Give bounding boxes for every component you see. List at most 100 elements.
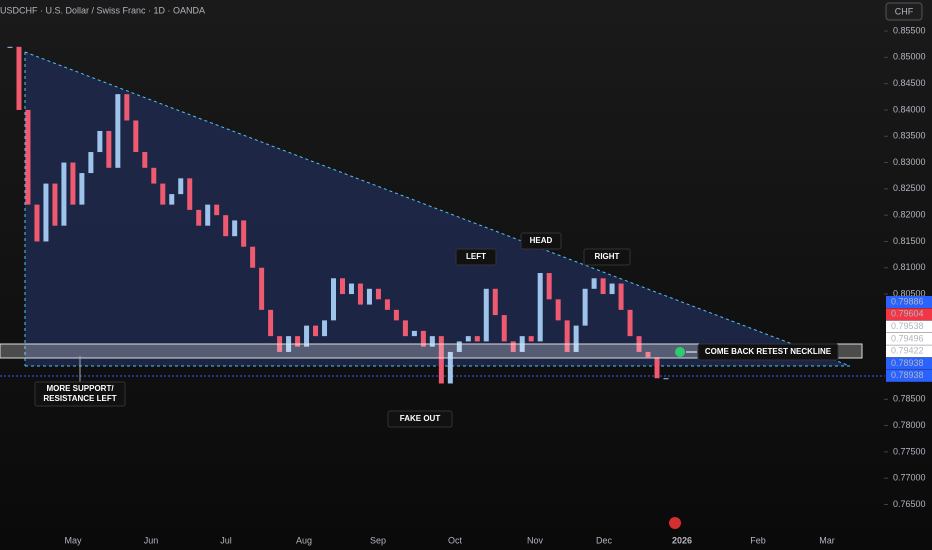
price-tag [886,296,932,308]
candle [591,278,597,289]
y-tick-label: 0.82000 [893,210,926,220]
neckline-zone [0,343,863,359]
price-tag-label: 0.79886 [891,296,924,306]
candle [322,320,328,337]
flag-icon [669,517,681,529]
candle [178,178,184,195]
x-label: Oct [448,535,463,545]
y-tick-label: 0.81500 [893,236,926,246]
annotation-box [387,410,453,428]
annotation: MORE SUPPORT/ [46,384,114,393]
x-label: 2026 [672,535,692,545]
candle [304,325,310,347]
annotation: FAKE OUT [400,414,441,423]
candle [546,273,552,300]
candle [259,267,265,310]
x-label: Sep [370,535,386,545]
annotation-box [520,232,562,250]
annotation: RESISTANCE LEFT [43,394,116,403]
candle [232,220,238,237]
y-tick-label: 0.84000 [893,104,926,114]
candle [555,299,561,321]
x-label: Feb [750,535,766,545]
candle [456,341,462,352]
y-tick-label: 0.77500 [893,446,926,456]
candle [52,183,58,226]
candle [331,278,337,321]
x-label: Jul [220,535,232,545]
price-tag [886,357,932,370]
candle [7,46,13,48]
candle [465,336,471,342]
candle [573,325,579,352]
candle [654,357,660,379]
y-tick-label: 0.85500 [893,25,926,35]
candle [438,336,444,384]
x-label: Dec [596,535,613,545]
candle [160,183,166,205]
y-tick-label: 0.80500 [893,288,926,298]
currency-button[interactable] [885,2,923,21]
price-tag [886,369,932,382]
price-tag-label: 0.79496 [891,333,924,343]
annotation-box [34,381,126,407]
candle [214,204,220,216]
candle [429,336,435,347]
annotation: HEAD [530,236,553,245]
annotation-box [583,248,631,266]
candle [25,109,31,205]
symbol-title: USDCHF · U.S. Dollar / Swiss Franc · 1D … [0,5,205,15]
x-label: Aug [296,535,312,545]
candle [115,94,121,168]
candle [205,204,211,226]
annotation: LEFT [466,252,486,261]
candle [142,152,148,168]
candle [609,283,615,295]
candle [375,288,381,300]
candle [582,288,588,326]
candle [241,220,247,247]
candle [384,299,390,310]
candle [600,278,606,295]
price-tag-label: 0.79538 [891,321,924,331]
candle [16,46,22,110]
annotation: COME BACK RETEST NECKLINE [705,347,832,356]
candle [510,341,516,352]
candle [474,336,480,342]
candle [61,162,67,226]
y-tick-label: 0.78000 [893,420,926,430]
y-tick-label: 0.83500 [893,131,926,141]
candle [348,283,354,295]
candle [339,278,345,295]
candle [402,320,408,337]
candle [88,152,94,174]
candle [124,94,130,121]
candle [268,309,274,337]
currency-label: CHF [895,6,914,16]
candle [537,273,543,342]
price-tag-label: 0.79422 [891,346,924,356]
candle [106,130,112,168]
price-tag-label: 0.79604 [891,309,924,319]
candle [97,130,103,153]
candle [420,330,426,347]
candle [187,178,193,210]
y-tick-label: 0.78500 [893,394,926,404]
candle [483,288,489,342]
x-label: Jun [144,535,159,545]
candle [447,351,453,384]
candle [663,378,669,380]
annotation-box [697,343,839,361]
candle [223,215,229,237]
price-tag-label: 0.78938 [891,358,924,368]
y-tick-label: 0.77000 [893,473,926,483]
y-tick-label: 0.84500 [893,78,926,88]
price-tag [886,320,932,333]
candle [133,120,139,153]
candle [627,309,633,337]
retest-dot [675,347,685,357]
candle [34,204,40,242]
candle [528,336,534,342]
x-label: May [64,535,82,545]
candle [196,209,202,226]
